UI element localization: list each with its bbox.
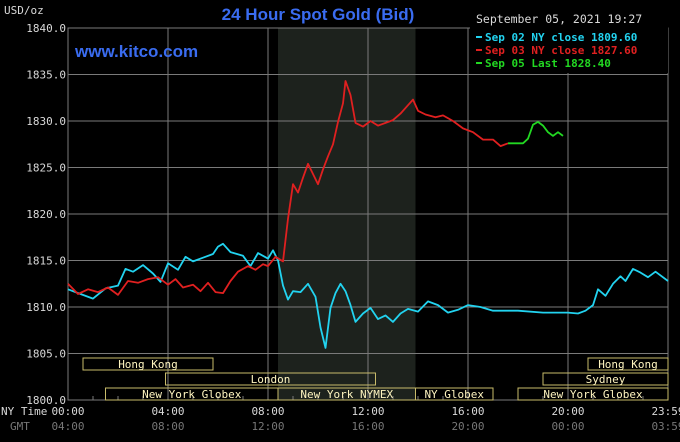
- session-label: Hong Kong: [118, 358, 178, 371]
- session-label: NY Globex: [424, 388, 484, 401]
- session-bar: [415, 387, 494, 401]
- y-tick-label: 1815.0: [26, 255, 66, 268]
- session-bar: [587, 357, 669, 371]
- session-label: New York Globex: [142, 388, 242, 401]
- session-bar: [517, 387, 669, 401]
- x-row-label-ny-time: NY Time: [1, 405, 47, 418]
- y-tick-label: 1825.0: [26, 162, 66, 175]
- x-tick-label-gmt: 16:00: [351, 420, 384, 433]
- legend-entry-sep03: Sep 03 NY close 1827.60: [485, 44, 637, 57]
- x-axis-ticks: 00:00 04:00 04:00 08:00 08:00 12:00 12:00 16:00…: [51, 405, 680, 433]
- series-line-0: [67, 242, 669, 349]
- x-tick-label-ny: 04:00: [151, 405, 184, 418]
- legend-background: [470, 27, 668, 73]
- chart-timestamp: September 05, 2021 19:27: [476, 12, 642, 26]
- session-label: New York NYMEX: [300, 388, 393, 401]
- y-unit-label: USD/oz: [4, 4, 44, 17]
- legend-entry-sep05: Sep 05 Last 1828.40: [485, 57, 611, 70]
- x-tick-label-gmt: 04:00: [51, 420, 84, 433]
- legend-entry-sep02: Sep 02 NY close 1809.60: [485, 31, 637, 44]
- x-tick-label-ny: 23:59: [651, 405, 680, 418]
- y-tick-label: 1835.0: [26, 69, 66, 82]
- x-tick-label-ny: 20:00: [551, 405, 584, 418]
- x-row-label-gmt: GMT: [10, 420, 30, 433]
- series-line-2: [508, 121, 564, 145]
- x-tick-label-gmt: 03:59: [651, 420, 680, 433]
- x-tick-label-ny: 12:00: [351, 405, 384, 418]
- price-series: [67, 80, 669, 349]
- session-bar: [165, 372, 376, 386]
- y-tick-label: 1840.0: [26, 22, 66, 35]
- y-tick-label: 1830.0: [26, 115, 66, 128]
- x-tick-label-ny: 08:00: [251, 405, 284, 418]
- legend: Sep 02 NY close 1809.60 Sep 03 NY close …: [470, 27, 668, 73]
- y-tick-label: 1805.0: [26, 348, 66, 361]
- x-tick-label-gmt: 12:00: [251, 420, 284, 433]
- x-tick-label-gmt: 00:00: [551, 420, 584, 433]
- x-tick-label-gmt: 08:00: [151, 420, 184, 433]
- session-label: Hong Kong: [598, 358, 658, 371]
- y-tick-label: 1800.0: [26, 394, 66, 407]
- y-tick-label: 1810.0: [26, 301, 66, 314]
- y-tick-label: 1820.0: [26, 208, 66, 221]
- x-tick-label-ny: 00:00: [51, 405, 84, 418]
- x-tick-label-ny: 16:00: [451, 405, 484, 418]
- series-line-1: [67, 80, 509, 296]
- y-axis-ticks: 1840.0 1835.0 1830.0 1825.0 1820.0 1815.0 1810…: [26, 22, 66, 407]
- session-label: London: [251, 373, 291, 386]
- source-watermark: www.kitco.com: [74, 42, 198, 61]
- chart-title: 24 Hour Spot Gold (Bid): [222, 5, 415, 24]
- session-bar: [82, 357, 214, 371]
- trading-sessions: Hong Kong London New York Globex New York N…: [82, 357, 669, 401]
- x-tick-label-gmt: 20:00: [451, 420, 484, 433]
- session-label: Sydney: [586, 373, 626, 386]
- session-bar: [542, 372, 669, 386]
- session-label: New York Globex: [543, 388, 643, 401]
- grid: [67, 27, 669, 401]
